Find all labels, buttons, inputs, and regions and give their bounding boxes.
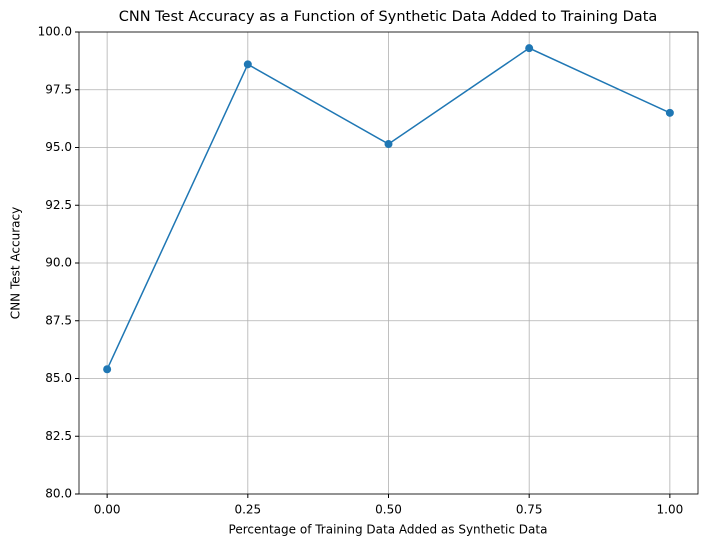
x-tick-label: 1.00 (657, 503, 684, 517)
marker (384, 140, 393, 149)
x-tick-label: 0.00 (94, 503, 121, 517)
y-tick-label: 90.0 (45, 256, 72, 270)
x-axis-label: Percentage of Training Data Added as Syn… (229, 523, 548, 537)
y-tick-label: 95.0 (45, 140, 72, 154)
y-tick-label: 97.5 (45, 82, 72, 96)
plot-frame (78, 31, 699, 495)
y-tick-label: 87.5 (45, 313, 72, 327)
marker (103, 365, 112, 374)
marker (525, 44, 534, 53)
x-tick-label: 0.25 (234, 503, 261, 517)
y-tick-label: 80.0 (45, 487, 72, 501)
y-axis-label: CNN Test Accuracy (9, 207, 23, 319)
y-tick-label: 92.5 (45, 198, 72, 212)
x-tick-label: 0.75 (516, 503, 543, 517)
x-tick-label: 0.50 (375, 503, 402, 517)
chart-title: CNN Test Accuracy as a Function of Synth… (119, 9, 658, 25)
y-tick-label: 100.0 (38, 25, 72, 39)
marker (243, 60, 252, 69)
y-tick-label: 85.0 (45, 371, 72, 385)
marker (665, 108, 674, 117)
y-tick-label: 82.5 (45, 429, 72, 443)
